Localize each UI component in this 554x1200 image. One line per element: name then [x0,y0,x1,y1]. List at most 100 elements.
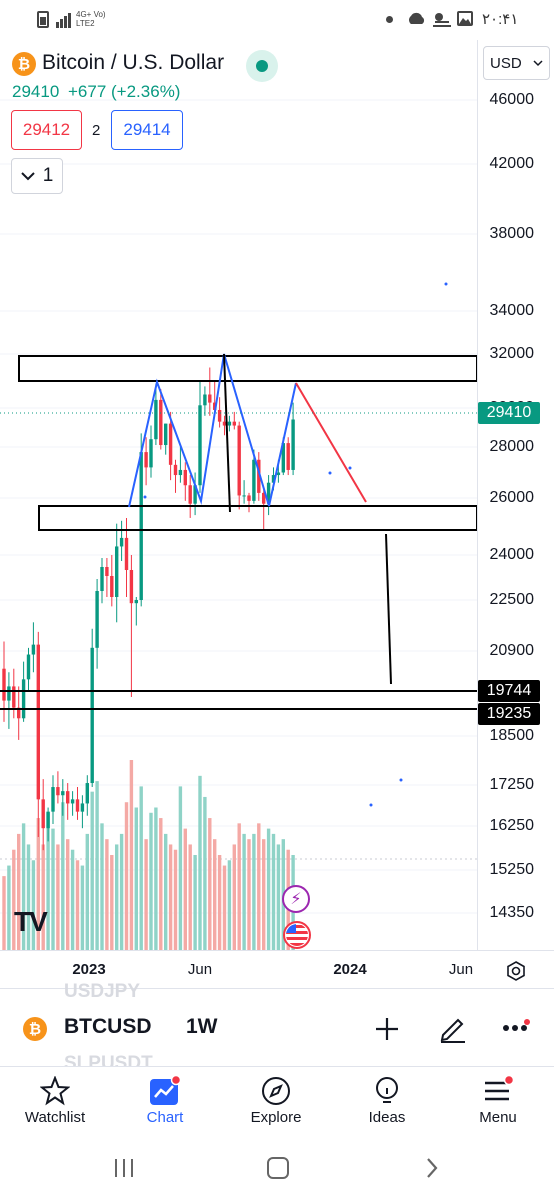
interval-button[interactable]: 1W [186,1015,218,1038]
drawing-dot [444,282,448,286]
target-red-line [295,382,367,503]
price-tick-label: 16250 [489,817,535,834]
back-chevron-icon[interactable] [425,1157,439,1184]
battery-icon [37,11,49,28]
price-chart[interactable] [0,40,477,950]
drawing-pen-icon[interactable] [438,1013,468,1048]
candle [129,555,134,698]
volume-bar [252,833,256,950]
candle [51,775,55,824]
level-label-19744: 19744 [478,680,540,702]
nav-label: Watchlist [24,1109,86,1126]
time-axis[interactable]: 2023 Jun 2024 Jun [0,950,554,988]
candle [237,421,241,510]
symbol-name[interactable]: BTCUSD [64,1015,152,1038]
recent-apps-icon[interactable] [113,1158,135,1183]
price-tick-label: 38000 [489,225,535,242]
nav-menu[interactable]: Menu [443,1073,553,1126]
volume-bar [164,833,168,950]
lightbulb-icon [376,1077,398,1103]
nav-watchlist[interactable]: Watchlist [0,1073,110,1126]
time-label-2024: 2024 [333,961,367,978]
time-label-2023: 2023 [72,961,106,978]
candle [227,415,232,432]
volume-bar [51,828,55,950]
indicator-count: 1 [42,165,54,186]
drawings [0,282,477,807]
candle [188,475,192,518]
volume-bar [139,786,143,950]
lightning-event-icon[interactable]: ⚡ [282,885,310,913]
home-icon[interactable] [267,1157,289,1179]
candle [203,386,207,416]
indicator-toggle-button[interactable]: 1 [11,158,63,194]
add-plus-icon[interactable] [374,1016,400,1047]
symbol-title[interactable]: Bitcoin / U.S. Dollar [42,51,225,74]
time-label-jun-2024: Jun [448,961,474,978]
volume-bar [168,844,173,950]
price-tick-label: 26000 [489,489,535,506]
candle [291,402,295,476]
candle [232,411,236,430]
chart-area[interactable]: TV ⚡ ₿ Bitcoin / U.S. Dollar 29410 +677 … [0,40,554,988]
candle [56,771,60,804]
nav-ideas[interactable]: Ideas [332,1073,442,1126]
us-flag-event-icon[interactable] [282,920,314,950]
candle [119,520,124,561]
notification-dot-icon [386,16,393,23]
candle [173,459,178,493]
candle [70,791,75,816]
volume-bar [188,844,192,950]
sell-button[interactable]: 29412 [11,110,82,150]
candle [208,367,212,416]
volume-bars [2,760,295,950]
nav-chart[interactable]: Chart [110,1073,220,1126]
volume-bar [232,844,236,950]
buy-button[interactable]: 29414 [111,110,183,150]
price-tick-label: 32000 [489,345,535,362]
candle [168,411,173,481]
volume-bar [115,844,119,950]
volume-bar [266,828,271,950]
candle [134,597,138,626]
volume-bar [61,802,65,950]
currency-selector[interactable]: USD [483,46,550,80]
bottom-navigation[interactable]: Watchlist Chart Explore Ideas Menu [0,1066,554,1140]
volume-bar [124,802,129,950]
volume-bar [90,791,94,950]
hamburger-icon [485,1075,514,1101]
candle [110,555,114,607]
price-tick-label: 22500 [489,591,535,608]
more-options-icon[interactable] [502,1019,532,1038]
chart-settings-gear-icon[interactable] [505,960,527,987]
candle [286,437,290,476]
candle [193,472,197,516]
candle [80,795,85,829]
volume-bar [242,833,246,950]
volume-bar [12,849,16,950]
volume-bar [70,849,75,950]
candle [262,487,266,530]
volume-bar [183,828,187,950]
network-type: 4G+ Vo) LTE2 [76,10,106,28]
weather-icon [431,10,453,31]
volume-bar [75,860,80,950]
volume-bar [203,796,207,950]
candle [252,449,256,504]
candle [247,492,251,513]
symbol-bar[interactable]: USDJPY ₿ BTCUSD 1W SLPUSDT [0,981,554,1074]
candle [183,462,187,501]
volume-bar [237,823,241,950]
system-navigation-bar[interactable] [0,1140,554,1200]
price-axis[interactable]: USD 460004200038000340003200030000280002… [477,40,554,950]
volume-bar [129,760,134,950]
ghost-symbol-above: USDJPY [64,981,141,1002]
status-bar: 4G+ Vo) LTE2 ۲۰:۴۱ [0,0,554,40]
star-icon [40,1076,70,1106]
volume-bar [149,812,153,950]
nav-explore[interactable]: Explore [221,1073,331,1126]
pattern-blue-line [128,353,297,508]
volume-bar [208,818,212,950]
candle [17,686,21,740]
market-status-indicator[interactable] [246,50,278,82]
